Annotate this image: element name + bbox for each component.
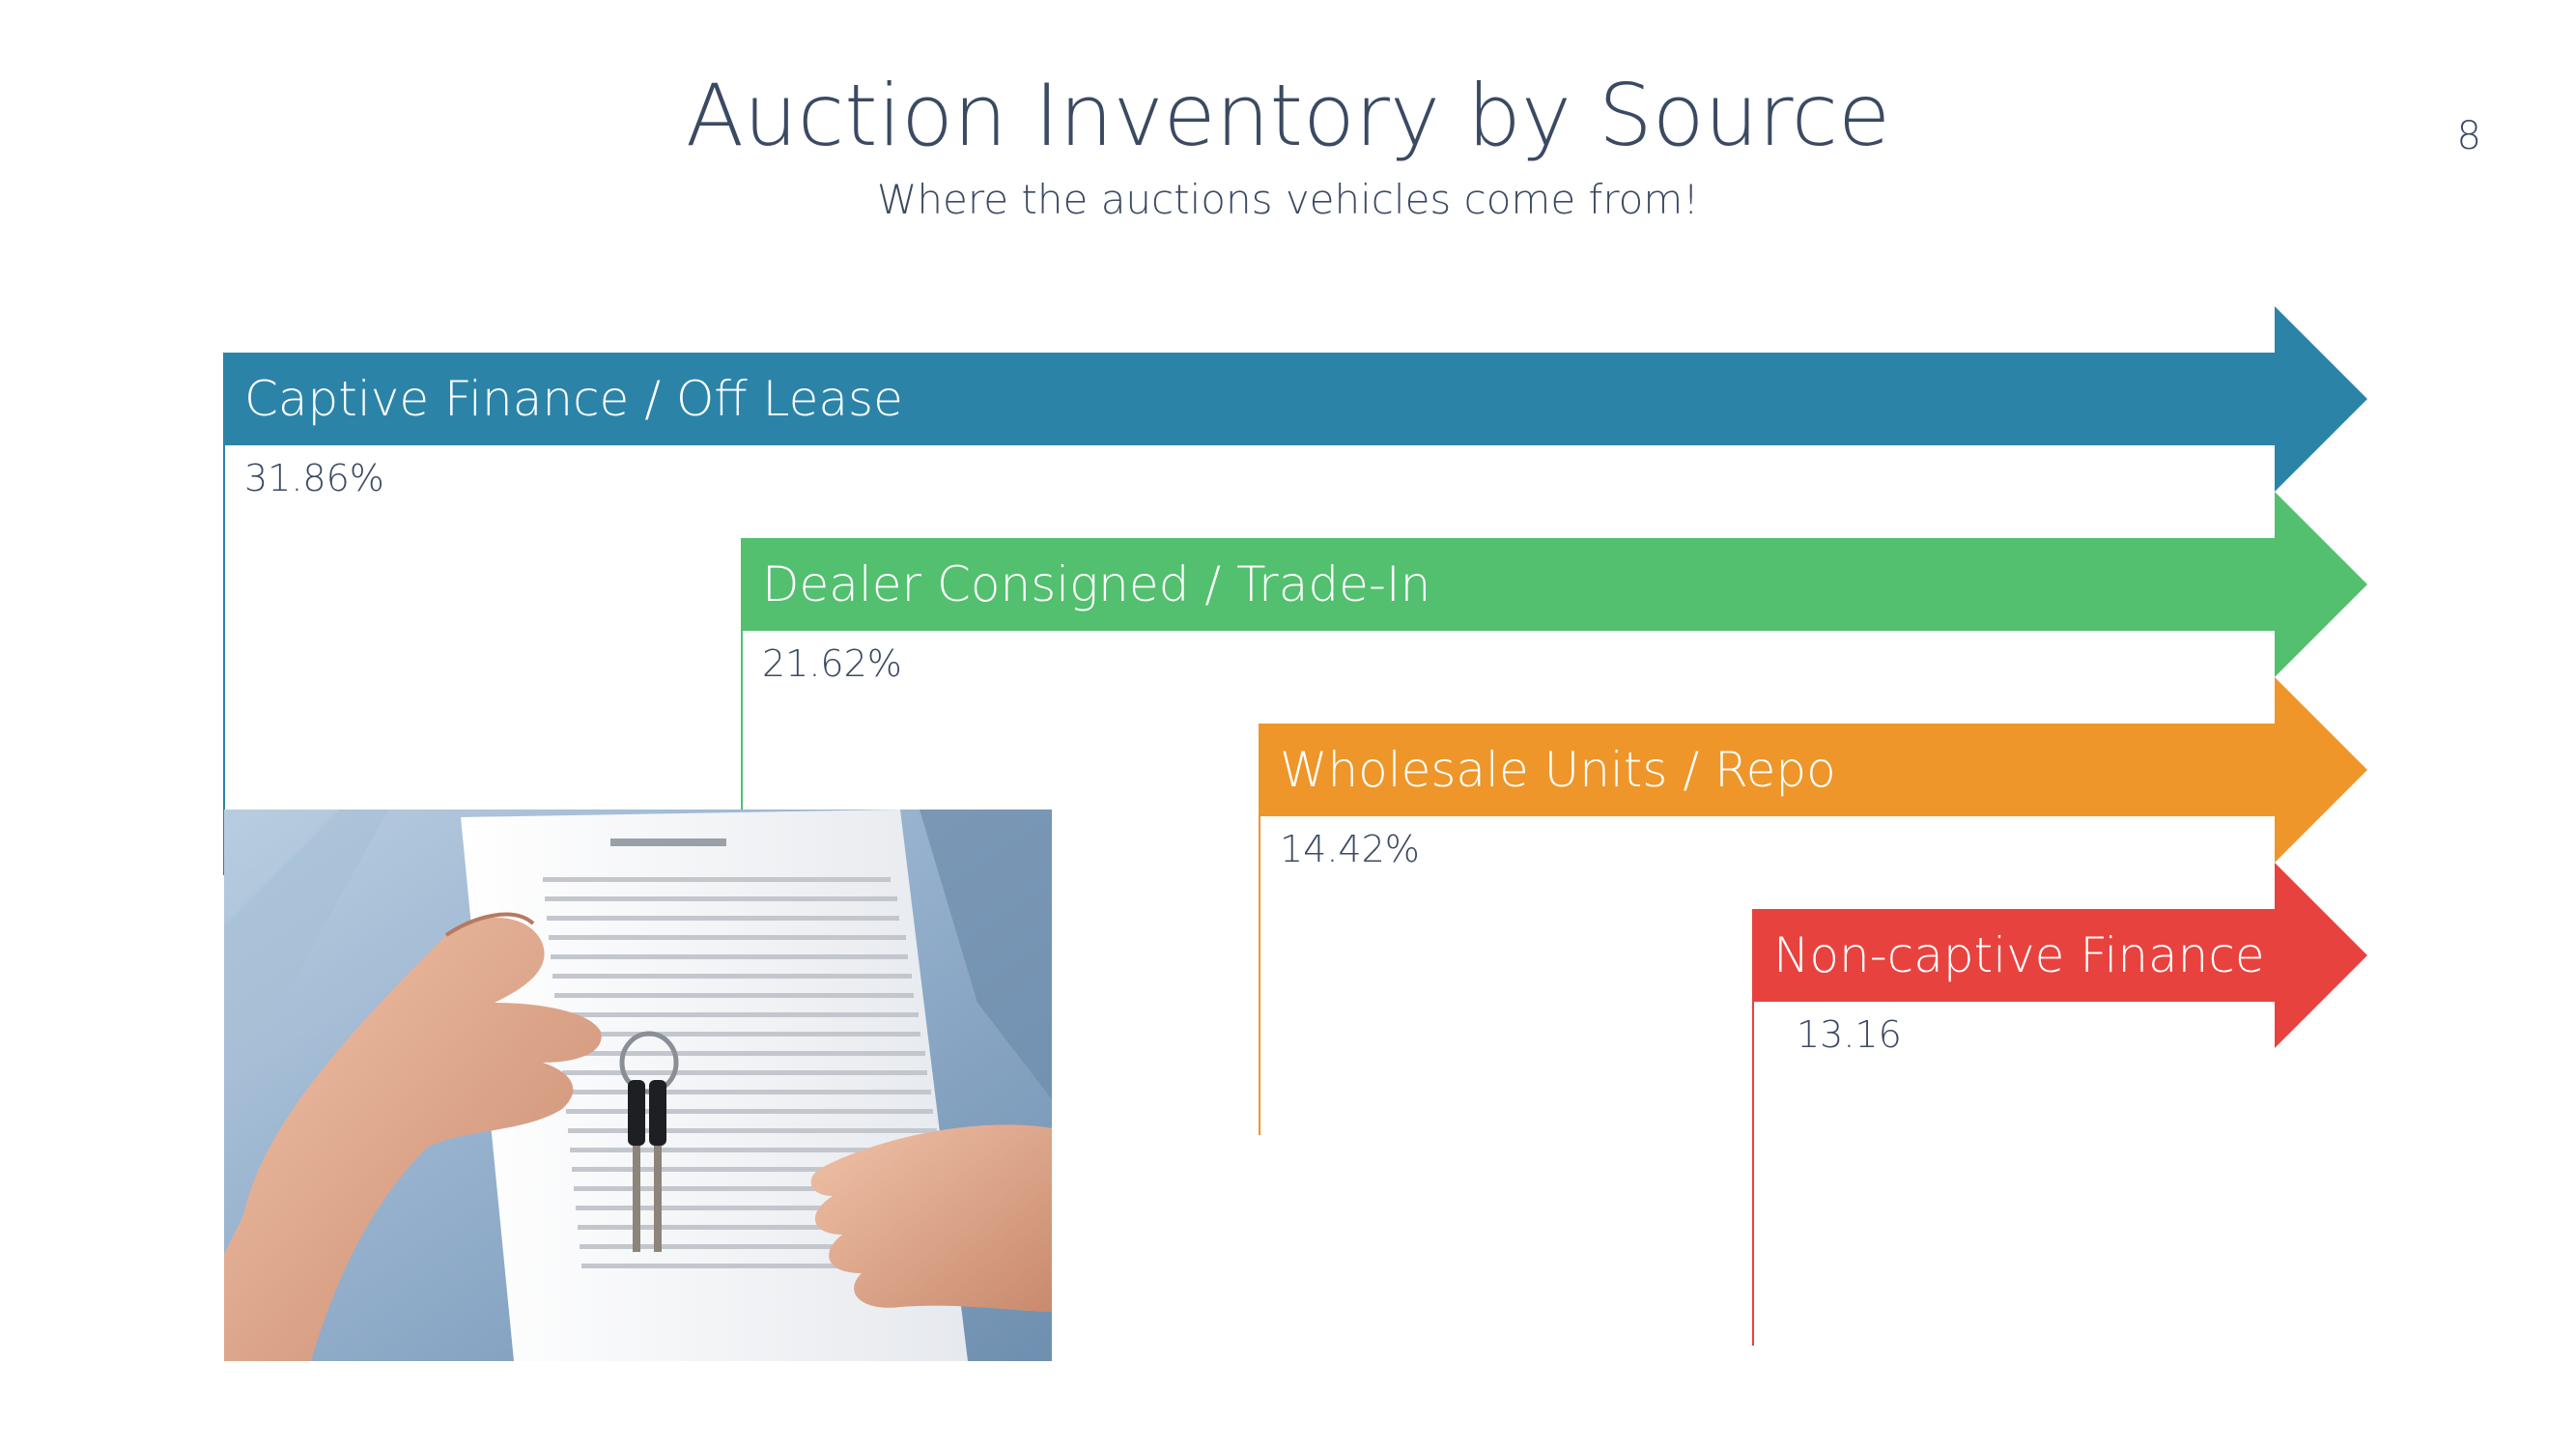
source-percentage: 14.42% [1280, 828, 1420, 870]
arrow-bar [1752, 909, 2276, 1002]
source-label: Wholesale Units / Repo [1280, 742, 1836, 798]
arrow-head-icon [2275, 492, 2367, 677]
arrow-bar [741, 538, 2276, 631]
page-number: 8 [2456, 114, 2481, 158]
arrow-stem [1259, 816, 1260, 1135]
source-label: Non-captive Finance [1773, 927, 2265, 983]
arrow-head-icon [2275, 677, 2367, 863]
slide-title: Auction Inventory by Source [685, 66, 1891, 165]
slide-subtitle: Where the auctions vehicles come from! [876, 176, 1700, 223]
source-percentage: 21.62% [762, 642, 902, 685]
keys-contract-photo [224, 810, 1052, 1361]
source-percentage: 31.86% [244, 457, 384, 499]
arrow-head-icon [2275, 863, 2367, 1048]
arrow-stem [223, 445, 225, 875]
arrow-stem [1752, 1002, 1754, 1346]
arrow-bar [223, 353, 2276, 445]
source-label: Dealer Consigned / Trade-In [762, 556, 1431, 612]
arrow-head-icon [2275, 306, 2367, 492]
arrow-bar [1259, 724, 2276, 816]
arrow-stem [741, 631, 743, 810]
source-percentage: 13.16 [1797, 1013, 1902, 1056]
hand-holding-keys-icon [224, 810, 1052, 1361]
source-label: Captive Finance / Off Lease [244, 371, 903, 427]
